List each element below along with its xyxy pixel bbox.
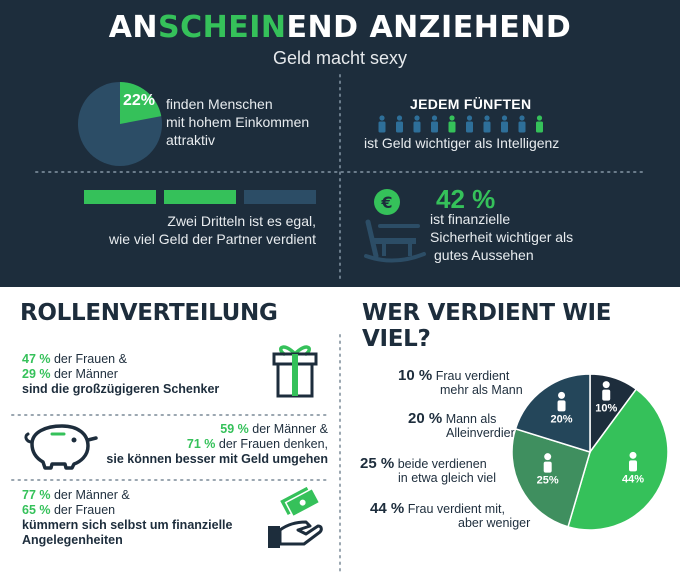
person-figure-icon bbox=[501, 115, 508, 133]
person-figure-icon bbox=[431, 115, 438, 133]
euro-coin-icon: € bbox=[380, 193, 392, 212]
thirds-text: Zwei Dritteln ist es egal, wie viel Geld… bbox=[109, 213, 316, 247]
rocking-chair-icon: € bbox=[364, 189, 426, 263]
couple-icon bbox=[629, 451, 638, 472]
person-figure-icon bbox=[448, 115, 456, 133]
income-percent: 22% bbox=[123, 92, 156, 109]
person-figure-icon bbox=[466, 115, 473, 133]
rollen-item-2: 59 % der Männer & 71 % der Frauen denken… bbox=[106, 422, 328, 466]
person-figure-icon bbox=[396, 115, 403, 133]
legend-item-3: 25 % beide verdienen in etwa gleich viel bbox=[360, 455, 496, 485]
third-bar-1 bbox=[84, 190, 156, 204]
security-percent: 42 % bbox=[436, 184, 496, 214]
pie-label-2: 20% bbox=[551, 413, 573, 425]
hand-money-icon bbox=[268, 486, 323, 548]
pie-slice-2 bbox=[514, 373, 591, 454]
fifth-heading: JEDEM FÜNFTEN bbox=[410, 96, 532, 112]
couple-icon bbox=[543, 453, 552, 473]
piggy-bank-icon bbox=[24, 424, 98, 470]
people-figures bbox=[376, 115, 556, 133]
person-figure-icon bbox=[536, 115, 543, 133]
verdienst-heading: WER VERDIENT WIE VIEL? bbox=[362, 300, 612, 352]
pie-slice-3 bbox=[511, 427, 591, 528]
page-subtitle: Geld macht sexy bbox=[272, 48, 408, 68]
verdienst-legend: 10 % Frau verdient mehr als Mann 20 % Ma… bbox=[360, 0, 540, 581]
page-title: ANSCHEINEND ANZIEHEND bbox=[108, 10, 572, 45]
pie-label-1: 10% bbox=[595, 403, 617, 415]
gift-icon bbox=[272, 345, 318, 398]
person-figure-icon bbox=[378, 115, 386, 133]
rollen-item-3: 77 % der Männer & 65 % der Frauen kümmer… bbox=[22, 488, 233, 547]
rollen-heading: ROLLENVERTEILUNG bbox=[20, 300, 278, 326]
legend-item-2: 20 % Mann als Alleinverdiener bbox=[408, 410, 529, 440]
pie-label-3: 25% bbox=[537, 475, 559, 487]
rollen-item-1: 47 % der Frauen & 29 % der Männer sind d… bbox=[22, 352, 220, 396]
legend-item-4: 44 % Frau verdient mit, aber weniger bbox=[370, 500, 531, 530]
legend-item-1: 10 % Frau verdient mehr als Mann bbox=[398, 367, 523, 397]
income-pie-icon bbox=[78, 82, 162, 166]
security-text: ist finanzielle Sicherheit wichtiger als… bbox=[430, 211, 574, 263]
couple-icon bbox=[602, 381, 611, 401]
couple-icon bbox=[557, 391, 566, 412]
rollen-dividers bbox=[11, 334, 341, 576]
dotted-dividers bbox=[35, 74, 647, 281]
person-figure-icon bbox=[413, 115, 421, 133]
third-bar-3 bbox=[244, 190, 316, 204]
third-bar-2 bbox=[164, 190, 236, 204]
pie-label-4: 44% bbox=[622, 473, 644, 485]
income-text: finden Menschen mit hohem Einkommen attr… bbox=[166, 96, 310, 148]
person-figure-icon bbox=[518, 115, 526, 133]
earnings-pie-chart: 10% 44% 25% 20% bbox=[511, 373, 669, 531]
person-figure-icon bbox=[483, 115, 491, 133]
pie-slice-4 bbox=[567, 388, 669, 531]
fifth-text: ist Geld wichtiger als Intelligenz bbox=[364, 135, 560, 151]
